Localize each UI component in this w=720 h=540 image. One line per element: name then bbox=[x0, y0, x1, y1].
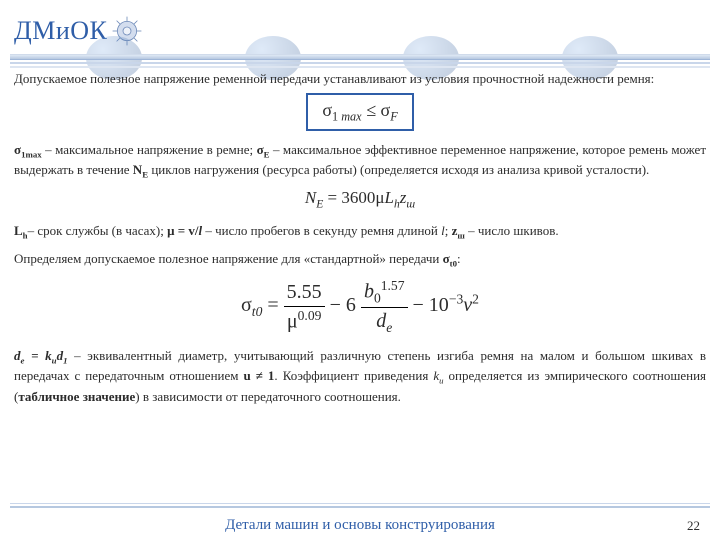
equation-3: σt0 = 5.55 μ0.09 − 6 b01.57 de − 10−3ν2 bbox=[241, 294, 479, 316]
slide: ДМиОК Допускаемое полезное напряжение ре… bbox=[0, 0, 720, 540]
header: ДМиОК bbox=[0, 4, 720, 58]
header-rule-thin-1 bbox=[10, 62, 710, 64]
brand-block: ДМиОК bbox=[14, 15, 143, 47]
equation-1: σ1 max ≤ σF bbox=[306, 93, 413, 131]
equation-2: NЕ = 3600μLhzш bbox=[305, 188, 415, 207]
equation-1-row: σ1 max ≤ σF bbox=[14, 93, 706, 131]
footer: Детали машин и основы конструирования 22 bbox=[0, 494, 720, 540]
body-content: Допускаемое полезное напряжение ременной… bbox=[14, 70, 706, 490]
page-number: 22 bbox=[687, 518, 700, 534]
paragraph-definitions-1: σ1max – максимальное напряжение в ремне;… bbox=[14, 141, 706, 182]
gear-icon bbox=[111, 15, 143, 47]
equation-2-row: NЕ = 3600μLhzш bbox=[14, 187, 706, 212]
equation-3-row: σt0 = 5.55 μ0.09 − 6 b01.57 de − 10−3ν2 bbox=[14, 277, 706, 338]
header-rule-thick bbox=[10, 54, 710, 60]
paragraph-intro: Допускаемое полезное напряжение ременной… bbox=[14, 70, 706, 87]
header-rule-thin-2 bbox=[10, 66, 710, 68]
paragraph-standard: Определяем допускаемое полезное напряжен… bbox=[14, 250, 706, 270]
footer-title: Детали машин и основы конструирования bbox=[225, 517, 495, 534]
paragraph-de: de = kud1 – эквивалентный диаметр, учиты… bbox=[14, 347, 706, 405]
brand-title: ДМиОК bbox=[14, 16, 107, 46]
paragraph-definitions-2: Lh– срок службы (в часах); μ = v/l – чис… bbox=[14, 222, 706, 242]
